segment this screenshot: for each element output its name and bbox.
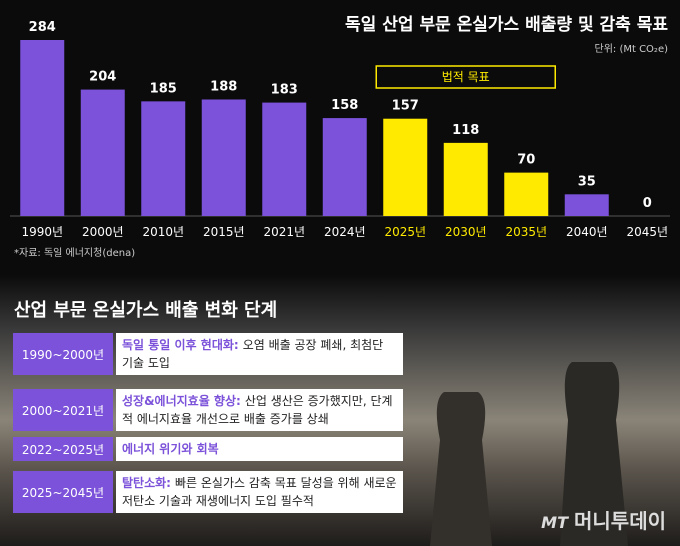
x-tick-label: 2035년 [505, 225, 547, 239]
x-tick-label: 2025년 [384, 225, 426, 239]
stage-text: 산업 생산은 증가했지만, 단계적 에너지효율 개선으로 배출 증가를 상쇄 [122, 394, 393, 426]
value-label: 185 [150, 81, 177, 96]
bar [383, 118, 428, 216]
x-tick-label: 2010년 [142, 225, 184, 239]
x-tick-label: 2030년 [445, 225, 487, 239]
x-tick-label: 2021년 [263, 225, 305, 239]
stage-period: 1990~2000년 [13, 333, 113, 375]
highlight-label: 법적 목표 [442, 70, 490, 84]
brand-mark: MT [541, 513, 568, 532]
stage-body: 독일 통일 이후 현대화: 오염 배출 공장 폐쇄, 최첨단 기술 도입 [116, 333, 403, 375]
source: *자료: 독일 에너지청(dena) [14, 247, 135, 259]
highlight-box [375, 65, 556, 89]
stages-title: 산업 부문 온실가스 배출 변화 단계 [14, 300, 278, 321]
value-label: 204 [89, 70, 116, 85]
x-tick-label: 2045년 [626, 225, 668, 239]
stage-body: 에너지 위기와 회복 [116, 437, 403, 461]
bar [141, 101, 186, 216]
stage-text: 오염 배출 공장 폐쇄, 최첨단 기술 도입 [122, 338, 384, 370]
stage-row: 2022~2025년 에너지 위기와 회복 [13, 437, 403, 461]
bar [201, 99, 246, 216]
bar [322, 118, 367, 216]
stage-period: 2000~2021년 [13, 389, 113, 431]
tower [560, 362, 628, 546]
value-label: 0 [643, 196, 652, 211]
brand-name: 머니투데이 [574, 509, 666, 533]
brand: MT 머니투데이 [541, 505, 666, 534]
value-label: 158 [331, 98, 358, 113]
value-label: 183 [271, 83, 298, 98]
stage-row: 1990~2000년 독일 통일 이후 현대화: 오염 배출 공장 폐쇄, 최첨단 … [13, 333, 403, 375]
value-label: 284 [29, 20, 56, 35]
stage-period: 2022~2025년 [13, 437, 113, 461]
bar [262, 102, 307, 216]
value-label: 35 [578, 174, 596, 189]
stage-text: 빠른 온실가스 감축 목표 달성을 위해 새로운 저탄소 기술과 재생에너지 도… [122, 476, 397, 508]
value-label: 188 [210, 79, 237, 94]
stage-heading: 성장&에너지효율 향상: [122, 394, 241, 408]
bar [80, 89, 125, 216]
stage-heading: 에너지 위기와 회복 [122, 442, 219, 456]
x-tick-label: 2000년 [82, 225, 124, 239]
x-tick-label: 2024년 [324, 225, 366, 239]
bar [564, 194, 609, 216]
stage-body: 성장&에너지효율 향상: 산업 생산은 증가했지만, 단계적 에너지효율 개선으로… [116, 389, 403, 431]
bar [443, 142, 488, 216]
value-label: 70 [517, 153, 535, 168]
tower [430, 392, 492, 546]
bar [504, 172, 549, 216]
x-tick-label: 2040년 [566, 225, 608, 239]
x-tick-label: 1990년 [21, 225, 63, 239]
value-label: 118 [452, 123, 479, 138]
chart-title: 독일 산업 부문 온실가스 배출량 및 감축 목표 [345, 15, 668, 35]
value-label: 157 [392, 99, 419, 114]
stage-row: 2000~2021년 성장&에너지효율 향상: 산업 생산은 증가했지만, 단계적 … [13, 389, 403, 431]
stage-period: 2025~2045년 [13, 471, 113, 513]
unit: 단위: (Mt CO₂e) [595, 42, 669, 55]
x-tick-label: 2015년 [203, 225, 245, 239]
stage-body: 탈탄소화: 빠른 온실가스 감축 목표 달성을 위해 새로운 저탄소 기술과 재생… [116, 471, 403, 513]
stage-heading: 독일 통일 이후 현대화: [122, 338, 239, 352]
stage-heading: 탈탄소화: [122, 476, 171, 490]
bar [20, 40, 65, 216]
stage-row: 2025~2045년 탈탄소화: 빠른 온실가스 감축 목표 달성을 위해 새로운 … [13, 471, 403, 513]
